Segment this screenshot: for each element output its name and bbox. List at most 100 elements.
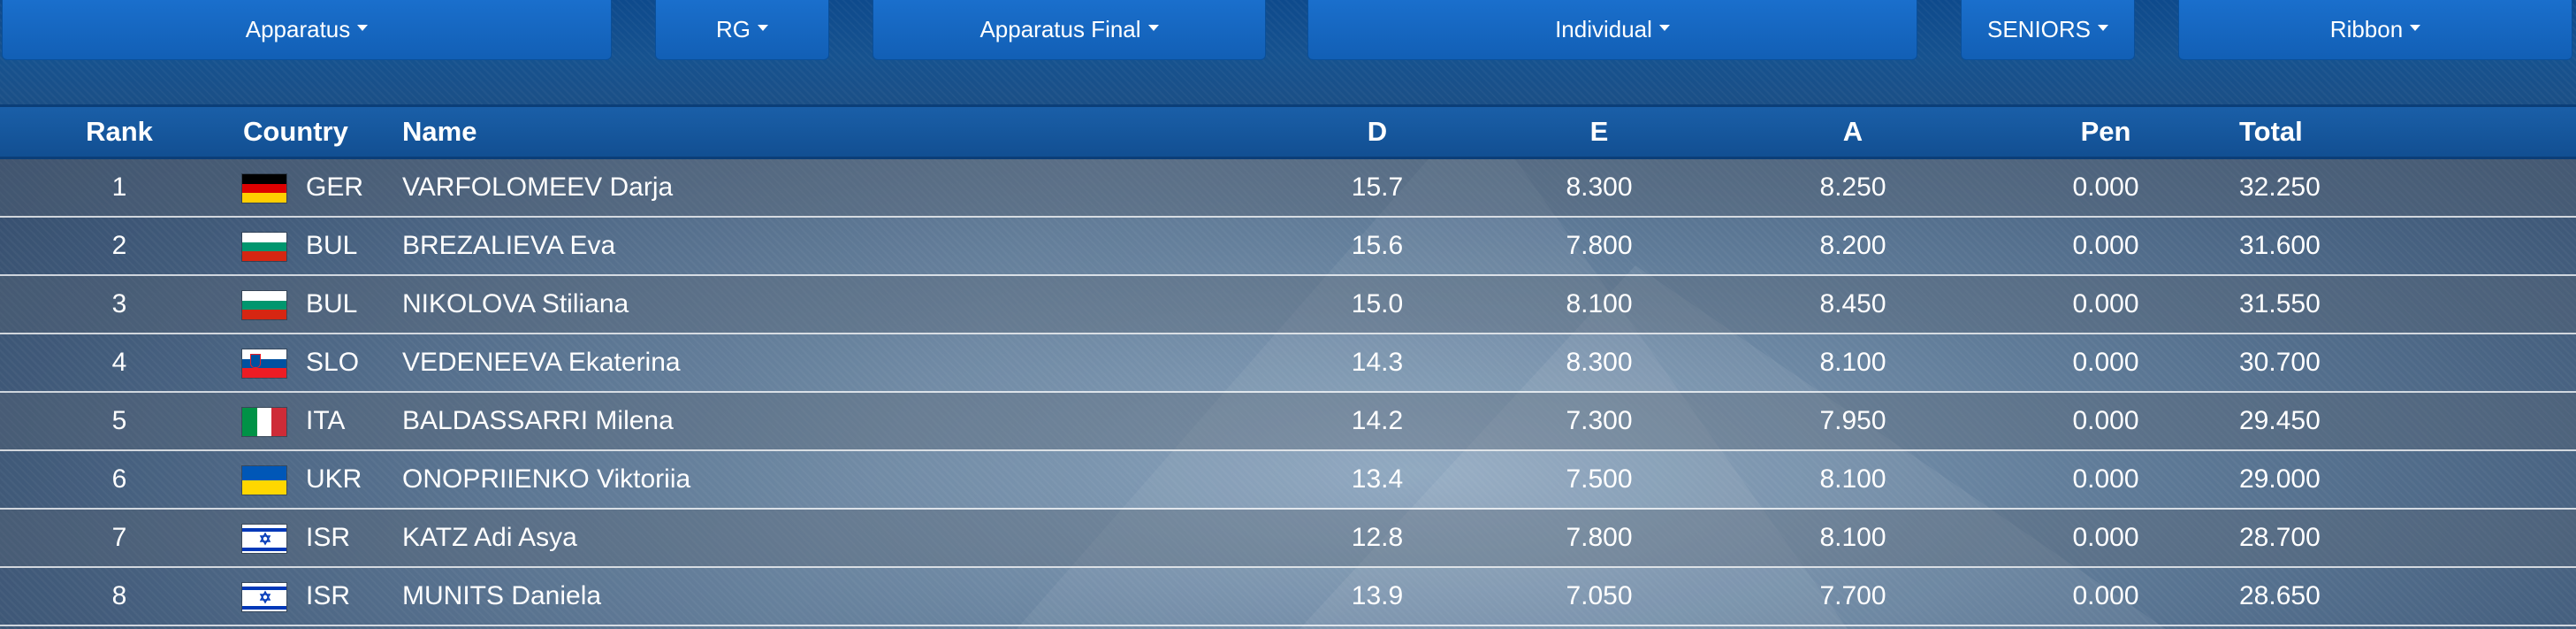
total-score: 29.000 (2239, 464, 2321, 494)
penalty-score: 0.000 (2072, 464, 2139, 494)
athlete-name: BREZALIEVA Eva (402, 231, 616, 260)
rank-cell: 3 (111, 289, 127, 318)
penalty-score: 0.000 (2072, 231, 2139, 260)
israel-flag-icon (241, 582, 287, 612)
table-row[interactable]: 6 UKR ONOPRIIENKO Viktoriia 13.4 7.500 8.100 0… (0, 451, 2576, 510)
d-score: 15.6 (1351, 231, 1404, 260)
header-d[interactable]: D (1367, 116, 1388, 147)
rank-cell: 5 (111, 406, 127, 435)
caret-down-icon (2098, 25, 2109, 31)
athlete-name: BALDASSARRI Milena (402, 406, 674, 435)
caret-down-icon (1147, 25, 1159, 31)
e-score: 8.100 (1566, 289, 1633, 318)
event-type-dropdown[interactable]: Individual (1307, 0, 1917, 60)
table-row[interactable]: 5 ITA BALDASSARRI Milena 14.2 7.300 7.950 0.00… (0, 393, 2576, 451)
apparatus-type-dropdown-label: Ribbon (2329, 16, 2404, 42)
caret-down-icon (758, 25, 768, 31)
rank-cell: 8 (111, 581, 127, 610)
e-score: 7.800 (1566, 231, 1633, 260)
e-score: 7.300 (1566, 406, 1633, 435)
table-row[interactable]: 7 ISR KATZ Adi Asya 12.8 7.800 8.100 0.000 28.7… (0, 510, 2576, 568)
penalty-score: 0.000 (2072, 348, 2139, 377)
italy-flag-icon (241, 407, 287, 437)
apparatus-dropdown[interactable]: Apparatus (2, 0, 612, 60)
bulgaria-flag-icon (241, 232, 287, 262)
header-e[interactable]: E (1589, 116, 1609, 147)
e-score: 7.800 (1566, 523, 1633, 552)
caret-down-icon (2410, 25, 2421, 31)
round-dropdown-label: Apparatus Final (979, 16, 1141, 42)
total-score: 28.700 (2239, 523, 2321, 552)
total-score: 29.450 (2239, 406, 2321, 435)
apparatus-type-dropdown[interactable]: Ribbon (2178, 0, 2572, 60)
d-score: 13.4 (1351, 464, 1404, 494)
rank-cell: 2 (111, 231, 127, 260)
a-score: 8.200 (1819, 231, 1886, 260)
athlete-name: ONOPRIIENKO Viktoriia (402, 464, 691, 494)
results-table: Rank Country Name D E A Pen Total 1 GER VA… (0, 104, 2576, 626)
header-name[interactable]: Name (402, 116, 477, 147)
d-score: 12.8 (1351, 523, 1404, 552)
category-dropdown[interactable]: SENIORS (1961, 0, 2135, 60)
header-pen[interactable]: Pen (2080, 116, 2131, 147)
filter-bar: Apparatus RG Apparatus Final Individual … (0, 0, 2576, 62)
bulgaria-flag-icon (241, 290, 287, 320)
category-dropdown-label: SENIORS (1986, 16, 2092, 42)
a-score: 7.950 (1819, 406, 1886, 435)
ukraine-flag-icon (241, 465, 287, 495)
athlete-name: KATZ Adi Asya (402, 523, 577, 552)
total-score: 31.550 (2239, 289, 2321, 318)
athlete-name: NIKOLOVA Stiliana (402, 289, 629, 318)
e-score: 8.300 (1566, 348, 1633, 377)
country-code: ISR (306, 523, 351, 552)
header-a[interactable]: A (1842, 116, 1863, 147)
a-score: 8.100 (1819, 348, 1886, 377)
rank-cell: 7 (111, 523, 127, 552)
e-score: 7.500 (1566, 464, 1633, 494)
table-body: 1 GER VARFOLOMEEV Darja 15.7 8.300 8.250 0.000… (0, 159, 2576, 626)
e-score: 7.050 (1566, 581, 1633, 610)
penalty-score: 0.000 (2072, 406, 2139, 435)
total-score: 30.700 (2239, 348, 2321, 377)
background-shape (1299, 265, 2166, 629)
discipline-dropdown[interactable]: RG (655, 0, 829, 60)
table-row[interactable]: 3 BUL NIKOLOVA Stiliana 15.0 8.100 8.450 0.000… (0, 276, 2576, 334)
total-score: 32.250 (2239, 173, 2321, 202)
athlete-name: MUNITS Daniela (402, 581, 602, 610)
athlete-name: VEDENEEVA Ekaterina (402, 348, 681, 377)
germany-flag-icon (241, 173, 287, 203)
a-score: 8.250 (1819, 173, 1886, 202)
table-row[interactable]: 1 GER VARFOLOMEEV Darja 15.7 8.300 8.250 0.000… (0, 159, 2576, 218)
table-row[interactable]: 4 SLO VEDENEEVA Ekaterina 14.3 8.300 8.100 0.0… (0, 334, 2576, 393)
d-score: 15.0 (1351, 289, 1404, 318)
table-row[interactable]: 8 ISR MUNITS Daniela 13.9 7.050 7.700 0.000 28.… (0, 568, 2576, 626)
a-score: 7.700 (1819, 581, 1886, 610)
rank-cell: 4 (111, 348, 127, 377)
penalty-score: 0.000 (2072, 581, 2139, 610)
total-score: 28.650 (2239, 581, 2321, 610)
d-score: 14.3 (1351, 348, 1404, 377)
e-score: 8.300 (1566, 173, 1633, 202)
country-code: UKR (306, 464, 362, 494)
country-code: GER (306, 173, 364, 202)
discipline-dropdown-label: RG (716, 16, 751, 42)
total-score: 31.600 (2239, 231, 2321, 260)
slovenia-flag-icon (241, 349, 287, 379)
table-header: Rank Country Name D E A Pen Total (0, 104, 2576, 159)
rank-cell: 1 (111, 173, 127, 202)
event-type-dropdown-label: Individual (1555, 16, 1652, 42)
country-code: BUL (306, 231, 358, 260)
country-code: ITA (306, 406, 346, 435)
apparatus-dropdown-label: Apparatus (245, 16, 351, 42)
header-total[interactable]: Total (2239, 116, 2303, 147)
header-rank[interactable]: Rank (86, 116, 153, 147)
penalty-score: 0.000 (2072, 523, 2139, 552)
country-code: ISR (306, 581, 351, 610)
a-score: 8.100 (1819, 464, 1886, 494)
country-code: BUL (306, 289, 358, 318)
penalty-score: 0.000 (2072, 173, 2139, 202)
header-country[interactable]: Country (243, 116, 348, 147)
round-dropdown[interactable]: Apparatus Final (873, 0, 1266, 60)
rank-cell: 6 (111, 464, 127, 494)
table-row[interactable]: 2 BUL BREZALIEVA Eva 15.6 7.800 8.200 0.000 31.… (0, 218, 2576, 276)
